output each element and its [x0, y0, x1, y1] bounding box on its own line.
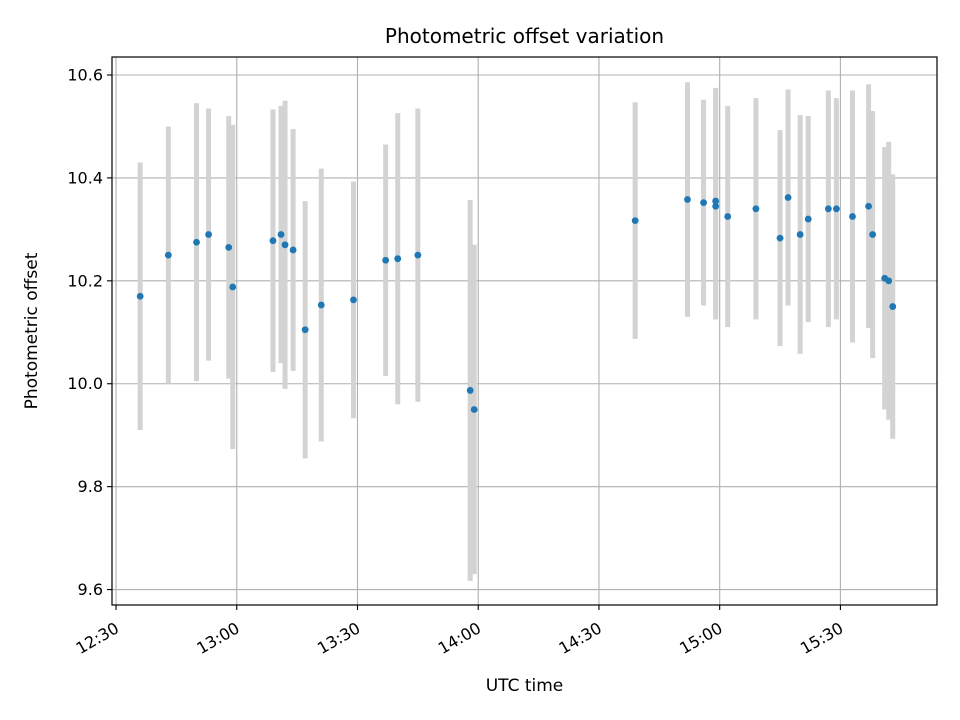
data-point — [281, 241, 289, 249]
x-axis-label: UTC time — [486, 676, 564, 696]
y-axis: 9.6 9.8 10.0 10.2 10.4 10.6 — [67, 66, 112, 599]
data-point — [784, 194, 792, 201]
data-point — [724, 213, 732, 220]
data-point — [193, 238, 200, 246]
y-axis-label: Photometric offset — [22, 252, 42, 409]
y-tick-label: 10.6 — [67, 66, 103, 85]
data-point — [136, 292, 144, 300]
y-tick-label: 9.8 — [78, 477, 103, 496]
data-point — [225, 243, 233, 251]
y-tick-label: 10.2 — [67, 271, 103, 290]
data-point — [889, 303, 897, 310]
data-point — [804, 215, 812, 223]
data-point — [317, 301, 325, 309]
data-point — [382, 256, 390, 264]
data-point — [394, 255, 402, 263]
data-point — [849, 213, 856, 220]
data-point — [631, 217, 639, 225]
data-point — [470, 406, 478, 413]
data-point — [466, 387, 474, 394]
data-point — [776, 234, 784, 242]
y-tick-label: 10.4 — [67, 168, 103, 187]
data-point — [301, 326, 309, 334]
data-point — [164, 251, 172, 259]
chart-title: Photometric offset variation — [385, 24, 664, 48]
grid — [112, 57, 937, 605]
data-point — [289, 246, 297, 254]
data-point — [269, 237, 277, 245]
data-point — [796, 231, 804, 238]
y-tick-label: 9.6 — [78, 580, 103, 599]
plot-frame — [111, 56, 938, 606]
data-point — [277, 231, 285, 238]
data-point — [832, 205, 840, 213]
data-point — [700, 199, 707, 207]
data-point — [712, 202, 720, 210]
data-point — [205, 231, 212, 238]
data-point — [684, 196, 691, 203]
data-point — [752, 205, 760, 213]
y-tick-label: 10.0 — [67, 374, 103, 393]
data-point — [885, 277, 893, 285]
data-point — [712, 197, 720, 205]
data-point — [824, 205, 832, 213]
data-point — [350, 296, 357, 304]
data-points — [136, 194, 897, 413]
data-point — [869, 231, 877, 238]
data-point — [229, 283, 237, 291]
data-point — [865, 202, 872, 210]
data-point — [414, 251, 422, 259]
